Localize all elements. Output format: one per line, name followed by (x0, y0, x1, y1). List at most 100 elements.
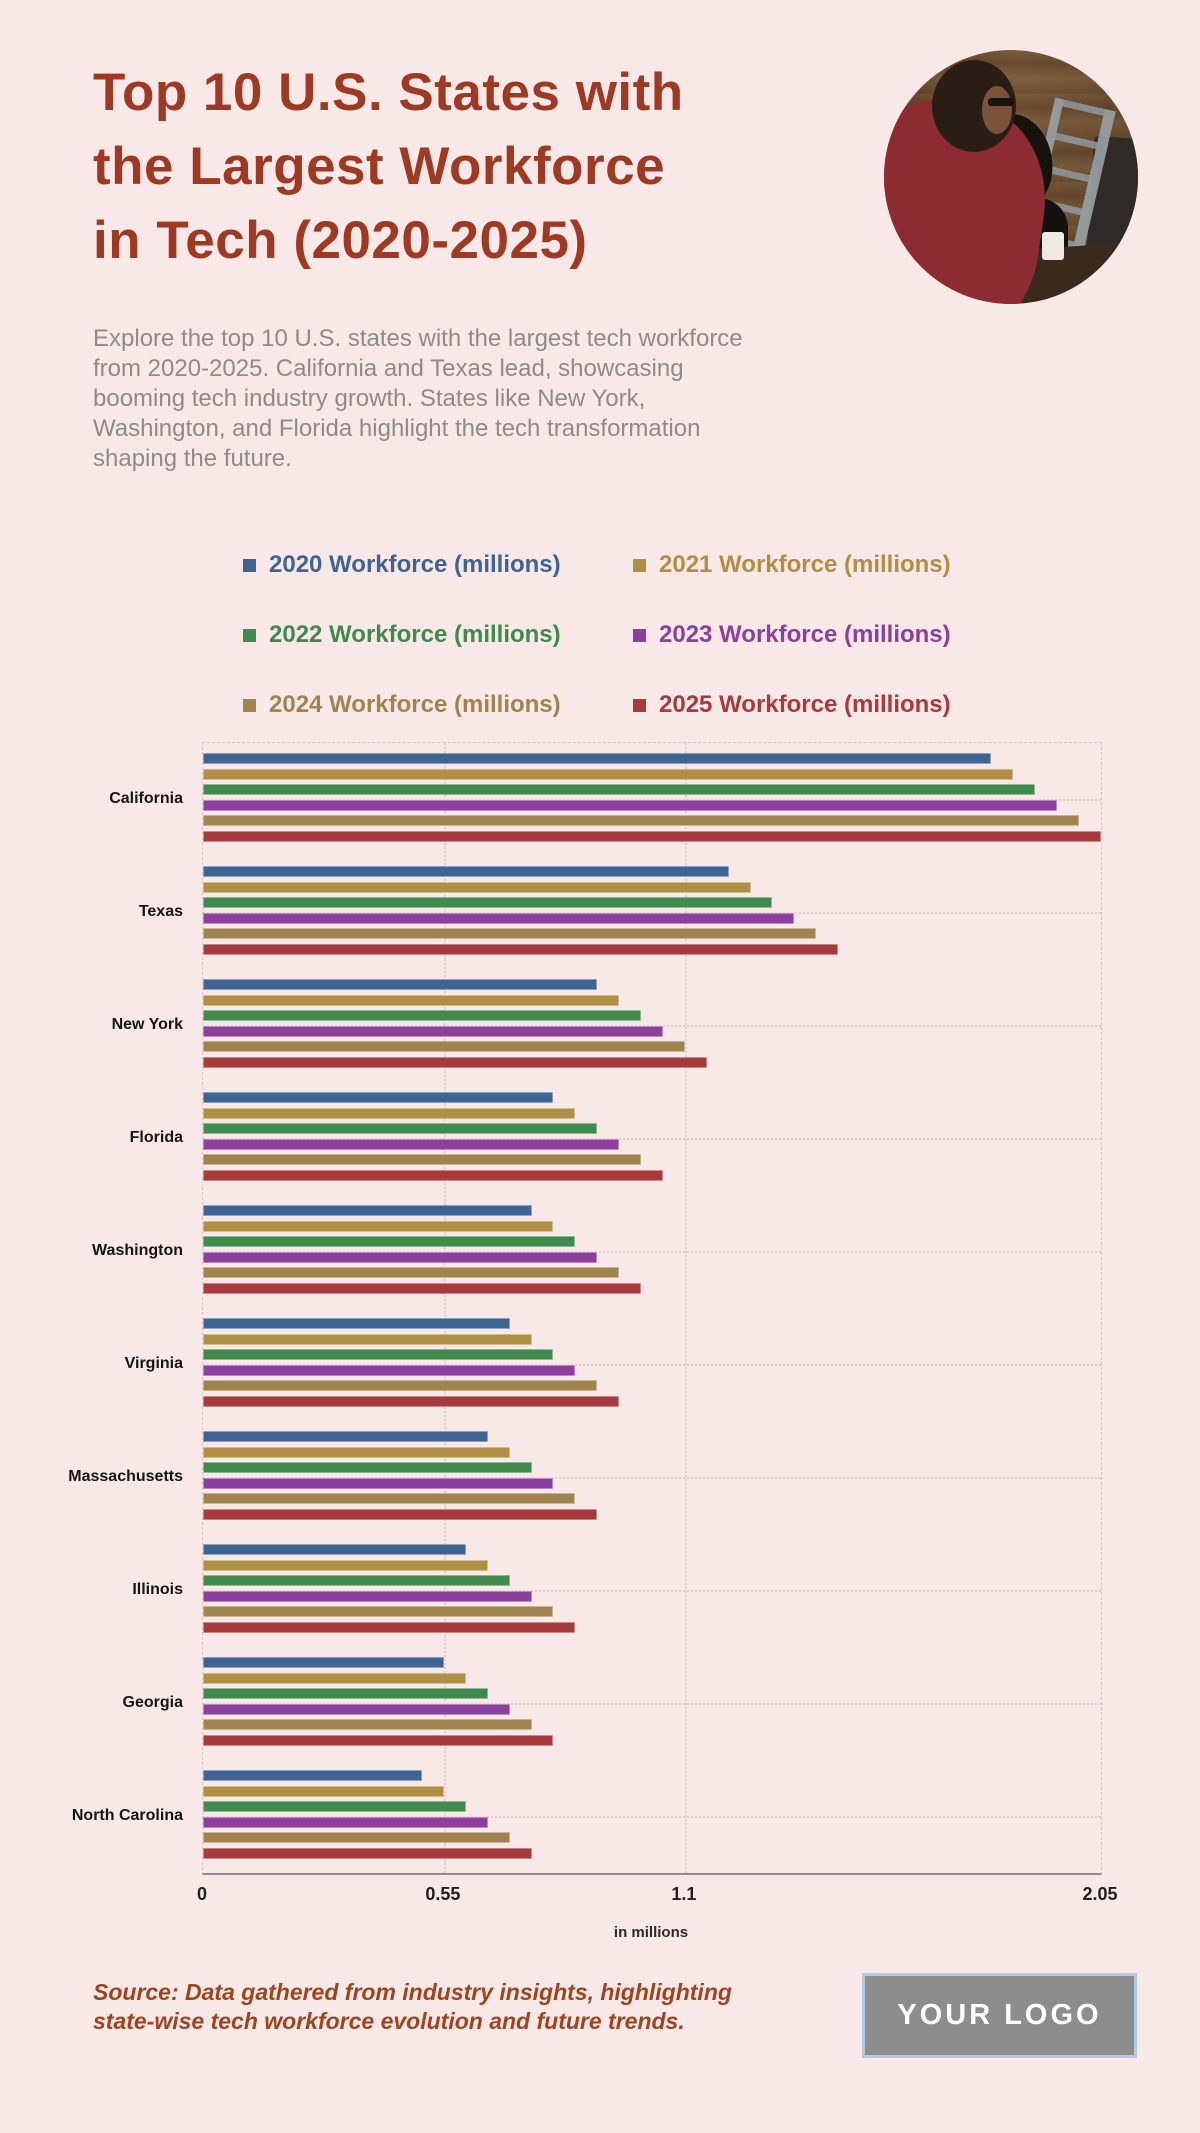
bar-virginia-2025 (203, 1396, 620, 1407)
legend-label: 2023 Workforce (millions) (659, 621, 951, 648)
bar-north-carolina-2022 (203, 1801, 466, 1813)
category-label: New York (111, 1015, 183, 1033)
bar-washington-2024 (203, 1267, 620, 1279)
bar-washington-2025 (203, 1283, 642, 1294)
photo-man-face (982, 86, 1012, 134)
bar-texas-2021 (203, 881, 751, 893)
category-label: Massachusetts (68, 1467, 183, 1485)
legend-swatch (243, 558, 256, 572)
bar-massachusetts-2025 (203, 1509, 598, 1520)
team-photo-image (884, 50, 1138, 304)
bar-georgia-2022 (203, 1688, 488, 1700)
intro-line: from 2020-2025. California and Texas lea… (93, 355, 684, 382)
chart-legend: 2020 Workforce (millions) 2021 Workforce … (243, 550, 951, 720)
bar-georgia-2020 (203, 1657, 444, 1668)
legend-label: 2021 Workforce (millions) (659, 551, 951, 578)
legend-item: 2025 Workforce (millions) (633, 690, 951, 720)
category-label: North Carolina (71, 1806, 183, 1824)
source-note: Source: Data gathered from industry insi… (93, 1978, 732, 2036)
bar-texas-2025 (203, 944, 839, 955)
axis-tick-label: 1.1 (671, 1884, 697, 1904)
intro-text: Explore the top 10 U.S. states with the … (93, 324, 743, 474)
bar-georgia-2024 (203, 1719, 532, 1731)
bar-north-carolina-2024 (203, 1832, 510, 1844)
legend-swatch (243, 698, 256, 712)
category-axis: California Texas New York Florida Washington… (0, 742, 193, 1872)
legend-item: 2021 Workforce (millions) (633, 550, 951, 580)
source-line: state-wise tech workforce evolution and … (93, 2008, 685, 2034)
intro-line: booming tech industry growth. States lik… (93, 385, 646, 412)
source-line: Source: Data gathered from industry insi… (93, 1979, 732, 2005)
category-label: California (109, 789, 183, 807)
category-gridline (203, 1251, 1101, 1253)
category-gridline (203, 1703, 1101, 1705)
bar-new-york-2023 (203, 1025, 663, 1037)
legend-swatch (633, 558, 646, 572)
bar-texas-2024 (203, 928, 817, 940)
category-label: Georgia (122, 1693, 183, 1711)
bar-washington-2021 (203, 1220, 554, 1232)
category-gridline (203, 1138, 1101, 1140)
plot-area (202, 742, 1102, 1875)
bar-georgia-2023 (203, 1703, 510, 1715)
bar-new-york-2020 (203, 979, 598, 990)
bar-virginia-2022 (203, 1349, 554, 1361)
bar-texas-2023 (203, 912, 795, 924)
bar-texas-2020 (203, 866, 729, 877)
bar-massachusetts-2022 (203, 1462, 532, 1474)
bar-illinois-2021 (203, 1559, 488, 1571)
bar-massachusetts-2024 (203, 1493, 576, 1505)
vertical-gridline (684, 743, 687, 1873)
bar-washington-2020 (203, 1205, 532, 1216)
bar-new-york-2024 (203, 1041, 685, 1053)
bar-new-york-2021 (203, 994, 620, 1006)
x-axis-label: in millions (613, 1924, 689, 1941)
bar-california-2023 (203, 799, 1058, 811)
bar-florida-2021 (203, 1107, 576, 1119)
legend-label: 2020 Workforce (millions) (269, 551, 561, 578)
bar-virginia-2021 (203, 1333, 532, 1345)
bar-north-carolina-2020 (203, 1770, 423, 1781)
bar-new-york-2025 (203, 1057, 707, 1068)
bar-florida-2020 (203, 1092, 554, 1103)
bar-chart: California Texas New York Florida Washington… (0, 742, 1200, 2012)
bar-florida-2025 (203, 1170, 663, 1181)
axis-tick-label: 0.55 (425, 1884, 461, 1904)
bar-california-2020 (203, 753, 992, 764)
bar-illinois-2023 (203, 1590, 532, 1602)
bar-massachusetts-2020 (203, 1431, 488, 1442)
legend-item: 2024 Workforce (millions) (243, 690, 633, 720)
intro-line: shaping the future. (93, 445, 292, 472)
axis-tick-label: 0 (196, 1884, 208, 1904)
bar-virginia-2023 (203, 1364, 576, 1376)
intro-line: Explore the top 10 U.S. states with the … (93, 325, 743, 352)
bar-florida-2024 (203, 1154, 642, 1166)
bar-california-2022 (203, 784, 1036, 796)
bar-florida-2023 (203, 1138, 620, 1150)
bar-california-2021 (203, 768, 1014, 780)
logo-placeholder: YOUR LOGO (862, 1973, 1137, 2058)
intro-line: Washington, and Florida highlight the te… (93, 415, 701, 442)
category-gridline (203, 1590, 1101, 1592)
bar-massachusetts-2023 (203, 1477, 554, 1489)
legend-label: 2024 Workforce (millions) (269, 691, 561, 718)
category-label: Illinois (132, 1580, 183, 1598)
bar-illinois-2020 (203, 1544, 466, 1555)
bar-virginia-2020 (203, 1318, 510, 1329)
legend-swatch (633, 628, 646, 642)
logo-text: YOUR LOGO (897, 1999, 1102, 2031)
photo-man-glasses (988, 98, 1014, 106)
bar-north-carolina-2023 (203, 1816, 488, 1828)
legend-item: 2023 Workforce (millions) (633, 620, 951, 650)
page-title-line: the Largest Workforce (93, 137, 666, 196)
legend-item: 2020 Workforce (millions) (243, 550, 633, 580)
category-gridline (203, 1477, 1101, 1479)
bar-georgia-2021 (203, 1672, 466, 1684)
bar-georgia-2025 (203, 1735, 554, 1746)
bar-washington-2023 (203, 1251, 598, 1263)
bar-illinois-2025 (203, 1622, 576, 1633)
bar-massachusetts-2021 (203, 1446, 510, 1458)
category-label: Florida (129, 1128, 183, 1146)
axis-tick-label: 2.05 (1082, 1884, 1118, 1904)
bar-virginia-2024 (203, 1380, 598, 1392)
